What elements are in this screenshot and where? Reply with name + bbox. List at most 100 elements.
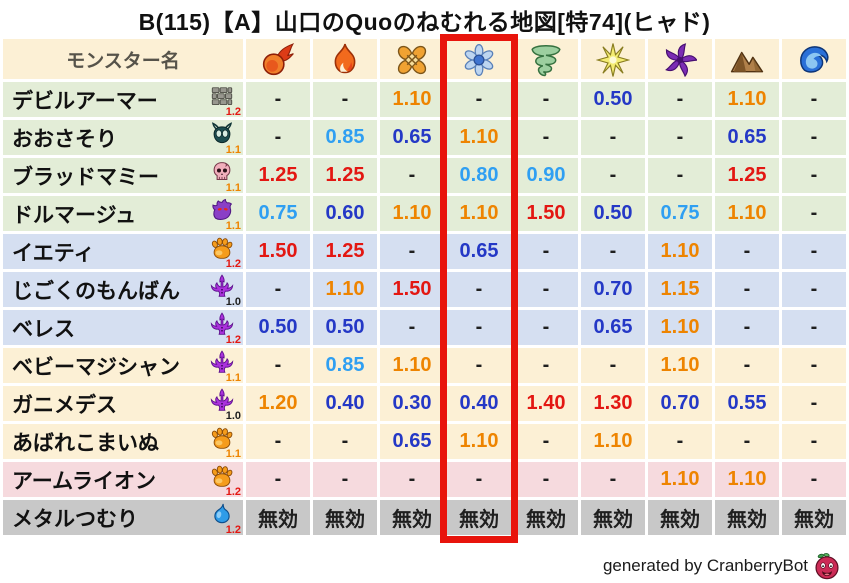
resistance-cell: - — [581, 234, 645, 269]
monster-name: おおさそり — [12, 127, 117, 151]
resistance-cell: 1.10 — [715, 82, 779, 117]
dark-icon — [663, 43, 697, 77]
family-multiplier: 1.1 — [225, 220, 241, 232]
resistance-cell: 0.65 — [380, 424, 444, 459]
resistance-cell: - — [715, 310, 779, 345]
resistance-cell: 0.40 — [313, 386, 377, 421]
resistance-cell: 1.30 — [581, 386, 645, 421]
resistance-cell: 0.65 — [715, 120, 779, 155]
flame-icon — [328, 43, 362, 77]
resistance-cell: 0.30 — [380, 386, 444, 421]
monster-row: メタルつむり 1.2 無効 無効 無効 無効 無効 無効 無効 無効 無効 — [3, 500, 846, 535]
monster-name: ベビーマジシャン — [12, 355, 180, 379]
earth-icon — [730, 43, 764, 77]
resistance-cell: 0.55 — [715, 386, 779, 421]
family-multiplier: 1.0 — [225, 296, 241, 308]
monster-name: メタルつむり — [12, 507, 138, 531]
resistance-cell: 0.85 — [313, 348, 377, 383]
monster-name-header: モンスター名 — [3, 39, 243, 79]
monster-name-cell: ベレス 1.2 — [3, 310, 243, 345]
resistance-cell: - — [246, 348, 310, 383]
resistance-cell: - — [380, 234, 444, 269]
resistance-cell: 1.25 — [246, 158, 310, 193]
monster-name: じごくのもんばん — [12, 279, 180, 303]
resistance-cell: - — [648, 120, 712, 155]
water-icon — [797, 43, 831, 77]
resistance-cell: 1.10 — [648, 234, 712, 269]
paw-icon — [210, 426, 234, 450]
resistance-cell: - — [581, 348, 645, 383]
monster-name-cell: ブラッドマミー 1.1 — [3, 158, 243, 193]
monster-name: イエティ — [12, 241, 95, 265]
resistance-cell: 1.50 — [380, 272, 444, 307]
resistance-cell: - — [246, 272, 310, 307]
family-multiplier: 1.1 — [225, 182, 241, 194]
explosion-icon — [395, 43, 429, 77]
wall-icon — [210, 84, 234, 108]
monster-table: モンスター名 デビルアーマー 1.2- -1.10- -0.50-1.10- おおさそり… — [0, 36, 849, 538]
monster-row: ブラッドマミー 1.1 1.25 1.25-0.80 0.90- -1.25- — [3, 158, 846, 193]
resistance-cell: - — [782, 424, 846, 459]
family-multiplier: 1.1 — [225, 372, 241, 384]
resistance-cell: 0.40 — [447, 386, 511, 421]
monster-name-cell: ガニメデス 1.0 — [3, 386, 243, 421]
resistance-cell: - — [581, 158, 645, 193]
resistance-cell: - — [447, 272, 511, 307]
resistance-cell: 1.10 — [715, 196, 779, 231]
monster-row: ガニメデス 1.0 1.20 0.40 0.30 0.40 1.40 1.30 0.70 0.55… — [3, 386, 846, 421]
resistance-cell: - — [782, 158, 846, 193]
resistance-cell: - — [447, 462, 511, 497]
family-multiplier: 1.2 — [225, 524, 241, 536]
resistance-cell: - — [514, 310, 578, 345]
resistance-cell: 0.80 — [447, 158, 511, 193]
resistance-cell: 無効 — [246, 500, 310, 535]
monster-name-cell: おおさそり 1.1 — [3, 120, 243, 155]
trident-icon — [210, 312, 234, 336]
resistance-cell: 1.25 — [313, 234, 377, 269]
resistance-cell: 0.90 — [514, 158, 578, 193]
element-header-ice — [447, 39, 511, 79]
credit-text: generated by CranberryBot — [602, 556, 808, 575]
resistance-cell: 0.50 — [246, 310, 310, 345]
resistance-cell: - — [782, 82, 846, 117]
resistance-cell: - — [782, 348, 846, 383]
monster-row: ドルマージュ 1.1 0.75 0.60 1.10 1.10 1.50 0.50 0.75 1.1… — [3, 196, 846, 231]
resistance-cell: 1.10 — [715, 462, 779, 497]
resistance-cell: 無効 — [648, 500, 712, 535]
resistance-cell: - — [380, 158, 444, 193]
family-multiplier: 1.2 — [225, 486, 241, 498]
monster-row: じごくのもんばん 1.0-1.10 1.50- -0.70 1.15- - — [3, 272, 846, 307]
resistance-cell: - — [380, 462, 444, 497]
monster-name-cell: デビルアーマー 1.2 — [3, 82, 243, 117]
wind-icon — [529, 43, 563, 77]
resistance-cell: - — [715, 424, 779, 459]
cranberry-icon — [813, 552, 841, 580]
monster-name-cell: あばれこまいぬ 1.1 — [3, 424, 243, 459]
monster-name: ブラッドマミー — [12, 165, 159, 189]
monster-row: ベビーマジシャン 1.1-0.85 1.10- - -1.10- - — [3, 348, 846, 383]
family-multiplier: 1.0 — [225, 410, 241, 422]
resistance-cell: - — [246, 120, 310, 155]
resistance-cell: 0.50 — [581, 196, 645, 231]
resistance-cell: - — [246, 462, 310, 497]
family-multiplier: 1.2 — [225, 334, 241, 346]
resistance-cell: - — [514, 462, 578, 497]
monster-name: あばれこまいぬ — [12, 431, 159, 455]
bug-icon — [210, 122, 234, 146]
resistance-cell: - — [447, 82, 511, 117]
element-header-dark — [648, 39, 712, 79]
resistance-cell: 無効 — [715, 500, 779, 535]
resistance-cell: - — [715, 234, 779, 269]
resistance-cell: - — [782, 272, 846, 307]
resistance-cell: 0.60 — [313, 196, 377, 231]
monster-row: おおさそり 1.1-0.85 0.65 1.10- - -0.65- — [3, 120, 846, 155]
monster-row: デビルアーマー 1.2- -1.10- -0.50-1.10- — [3, 82, 846, 117]
resistance-cell: 1.10 — [648, 310, 712, 345]
resistance-cell: 0.85 — [313, 120, 377, 155]
resistance-cell: 1.10 — [380, 348, 444, 383]
resistance-cell: - — [246, 424, 310, 459]
family-multiplier: 1.1 — [225, 144, 241, 156]
resistance-cell: - — [380, 310, 444, 345]
monster-name-cell: メタルつむり 1.2 — [3, 500, 243, 535]
monster-row: アームライオン 1.2- - - - - -1.10 1.10- — [3, 462, 846, 497]
